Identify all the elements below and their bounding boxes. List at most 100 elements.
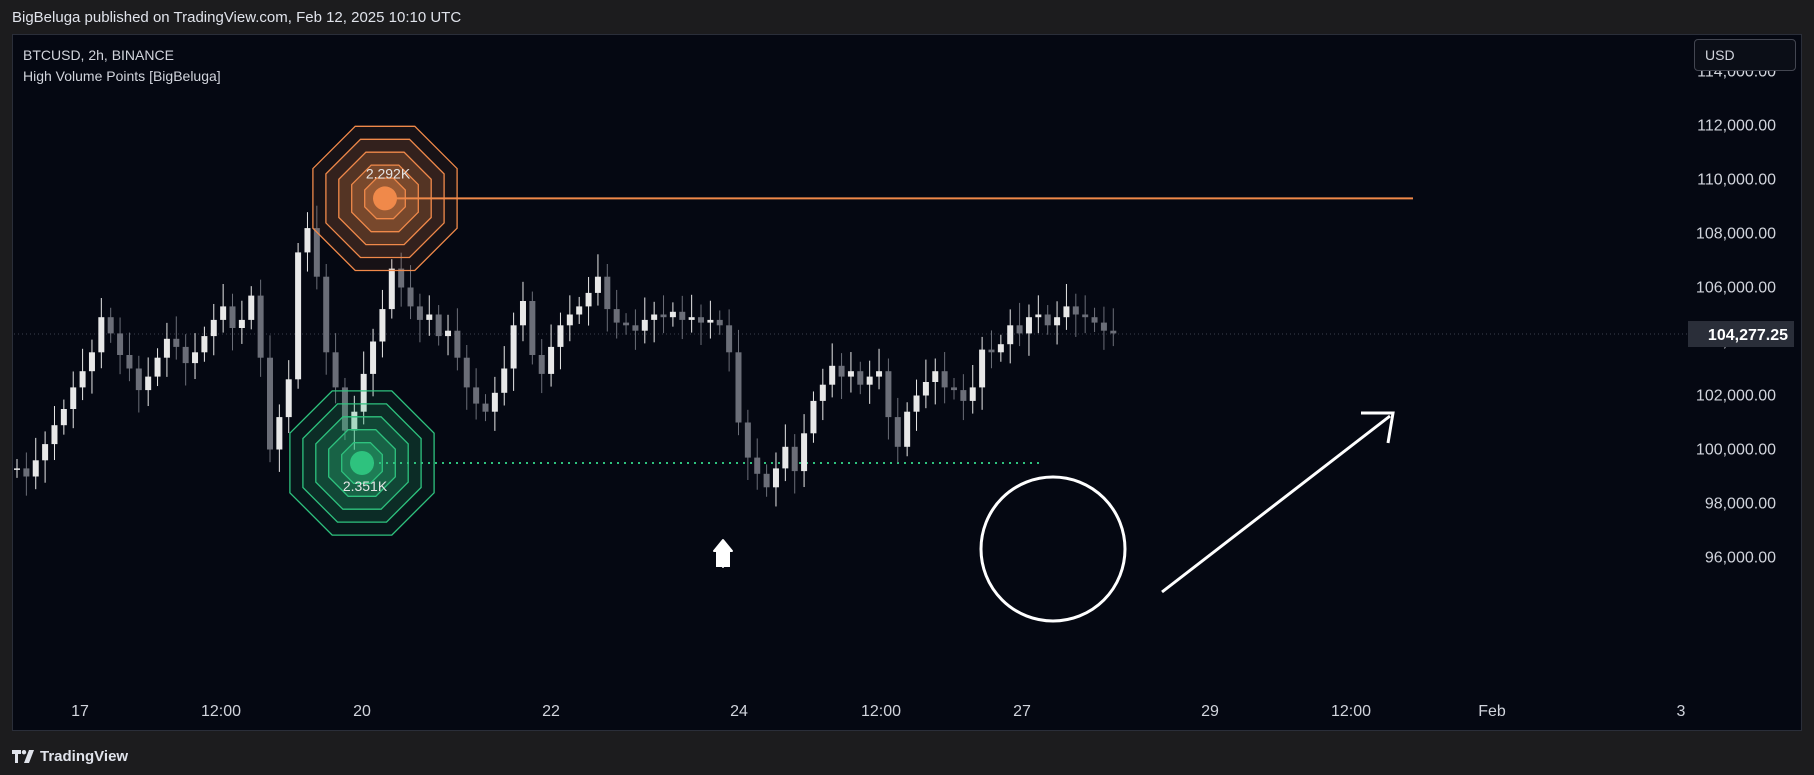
candle: [351, 395, 358, 450]
candle: [744, 409, 751, 481]
candle: [154, 348, 161, 387]
candle: [70, 371, 77, 429]
candle-body: [941, 371, 948, 388]
candle-body: [276, 417, 283, 450]
candle: [754, 438, 761, 490]
chart-frame[interactable]: [12, 34, 1802, 731]
diagonal-arrow-head: [1361, 411, 1395, 444]
candle: [388, 259, 395, 319]
circle-annotation[interactable]: [979, 475, 1127, 623]
candle-body: [192, 352, 199, 364]
x-tick-label: 12:00: [201, 703, 241, 720]
candle: [847, 352, 854, 393]
candle-body: [791, 446, 798, 472]
candle-body: [70, 387, 77, 409]
candle: [960, 374, 967, 421]
candle-body: [1016, 325, 1023, 334]
candle: [707, 300, 714, 339]
candle-body: [332, 352, 339, 388]
candle: [679, 295, 686, 340]
candle-body: [435, 314, 442, 337]
candle: [313, 205, 320, 290]
candle: [669, 302, 676, 327]
publish-text: BigBeluga published on TradingView.com, …: [12, 8, 462, 26]
candle-body: [857, 371, 864, 385]
candle: [1025, 304, 1032, 356]
tradingview-logo-icon: [12, 750, 34, 763]
tradingview-logo[interactable]: TradingView: [12, 748, 128, 765]
candle: [735, 329, 742, 436]
candle-body: [660, 314, 667, 318]
candle: [782, 424, 789, 482]
y-tick-label: 110,000.00: [1697, 172, 1776, 189]
candle-body: [801, 433, 808, 472]
candle-body: [894, 417, 901, 447]
candle: [257, 279, 264, 377]
candle-body: [1100, 322, 1107, 331]
candle: [1110, 308, 1117, 347]
candle-body: [1054, 317, 1061, 326]
candle: [613, 289, 620, 339]
x-tick-label: 12:00: [1331, 703, 1371, 720]
candle-body: [501, 368, 508, 393]
candle-body: [398, 268, 405, 288]
high-volume-point-label: 2.292K: [366, 165, 411, 181]
x-tick-label: 17: [71, 703, 89, 720]
chart-legend: BTCUSD, 2h, BINANCE High Volume Points […: [23, 45, 221, 87]
candle-body: [266, 357, 273, 450]
candle-body: [145, 376, 152, 391]
indicator-label[interactable]: High Volume Points [BigBeluga]: [23, 68, 221, 84]
candle: [876, 348, 883, 390]
high-volume-point[interactable]: 2.292K: [312, 125, 458, 272]
candle-body: [772, 468, 779, 488]
candle-body: [238, 319, 245, 328]
price-axis[interactable]: 96,000.00 98,000.00 100,000.00 102,000.00 10…: [1688, 64, 1794, 567]
candle-body: [698, 317, 705, 323]
candle: [454, 308, 461, 371]
candle: [192, 333, 199, 380]
symbol-label[interactable]: BTCUSD, 2h, BINANCE: [23, 47, 174, 63]
candle: [304, 212, 311, 272]
candle-body: [538, 355, 545, 374]
candle-body: [304, 228, 311, 253]
candle: [163, 322, 170, 377]
candle-body: [220, 306, 227, 320]
volume-level-lines: [372, 197, 1413, 464]
low-volume-point[interactable]: 2.351K: [289, 390, 435, 536]
x-tick-label: 22: [542, 703, 560, 720]
candle: [1035, 295, 1042, 334]
candle-body: [1091, 317, 1098, 323]
candle: [979, 336, 986, 410]
diagonal-arrow-annotation[interactable]: [1161, 414, 1391, 594]
last-price-badge: [1688, 321, 1794, 348]
candle-body: [744, 422, 751, 458]
high-volume-point-core: [373, 186, 397, 211]
candle-body: [88, 352, 95, 372]
candle-body: [445, 330, 452, 337]
candle-body: [323, 276, 330, 353]
candle: [210, 303, 217, 356]
volume-point-markers: 2.292K 2.351K: [289, 125, 458, 536]
candle-body: [885, 371, 892, 418]
y-tick-label: 112,000.00: [1697, 118, 1776, 135]
candle: [529, 291, 536, 365]
candle: [32, 437, 39, 490]
time-axis[interactable]: 17 12:00 20 22 24 12:00 27 29 12:00 Feb 3: [71, 703, 1685, 720]
candle: [969, 364, 976, 414]
drawing-annotations[interactable]: [713, 411, 1395, 623]
candle: [585, 276, 592, 326]
candle: [42, 431, 49, 483]
low-volume-point-label: 2.351K: [343, 478, 388, 494]
candle: [435, 305, 442, 346]
candle-body: [135, 368, 142, 391]
y-tick-label: 98,000.00: [1705, 496, 1776, 513]
candle-body: [163, 338, 170, 358]
candle-body: [79, 371, 86, 388]
candle: [370, 328, 377, 397]
currency-button[interactable]: USD: [1694, 39, 1796, 71]
candle: [1007, 309, 1014, 364]
candle: [1044, 305, 1051, 335]
candle-body: [351, 411, 358, 431]
candle-body: [829, 365, 836, 385]
